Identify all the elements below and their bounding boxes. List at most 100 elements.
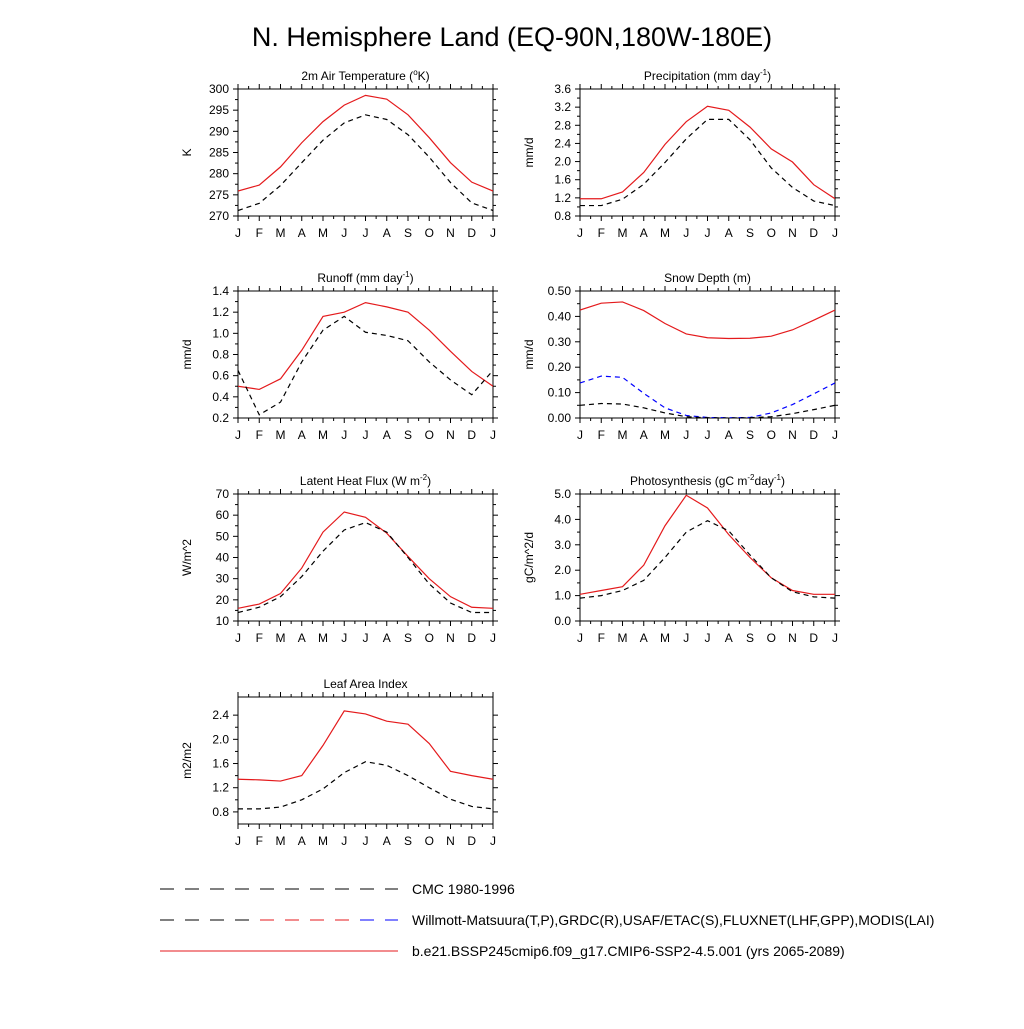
- panel-title-superscript: -1: [774, 473, 782, 482]
- panel-title-text: ): [427, 474, 431, 488]
- y-axis-label: m2/m2: [180, 742, 194, 779]
- y-tick-label: 60: [216, 508, 230, 522]
- panel-title-superscript: -1: [760, 68, 768, 77]
- plot-frame: [237, 493, 494, 622]
- series-line: [238, 114, 493, 212]
- legend-label: Willmott-Matsuura(T,P),GRDC(R),USAF/ETAC…: [412, 912, 934, 928]
- x-tick-label: J: [490, 226, 496, 240]
- y-tick-label: 0.30: [548, 335, 572, 349]
- x-tick-label: S: [746, 226, 754, 240]
- y-tick-label: 0.00: [548, 411, 572, 425]
- y-tick-label: 2.0: [554, 155, 571, 169]
- x-tick-label: M: [318, 631, 328, 645]
- x-tick-label: S: [404, 226, 412, 240]
- y-tick-label: 0.10: [548, 386, 572, 400]
- panel-title-text: Leaf Area Index: [323, 677, 407, 691]
- x-tick-label: F: [256, 428, 263, 442]
- panel-title-text: K): [418, 69, 430, 83]
- panel-title: Latent Heat Flux (W m-2): [300, 473, 431, 488]
- x-tick-label: A: [725, 428, 733, 442]
- x-tick-label: J: [341, 428, 347, 442]
- x-tick-label: A: [640, 631, 648, 645]
- x-tick-label: A: [640, 428, 648, 442]
- x-tick-label: D: [809, 428, 818, 442]
- x-tick-label: N: [788, 631, 797, 645]
- x-tick-label: M: [618, 428, 628, 442]
- x-tick-label: M: [660, 428, 670, 442]
- x-tick-label: A: [298, 428, 306, 442]
- series-line: [580, 375, 835, 418]
- panel-photosynthesis: J F M A M J J A S O N D J0.01.02.03.04.05.0Photosynt…: [522, 473, 840, 645]
- y-tick-label: 285: [209, 146, 229, 160]
- x-tick-label: J: [235, 834, 241, 848]
- y-tick-label: 295: [209, 103, 229, 117]
- x-tick-label: O: [425, 834, 434, 848]
- series-line: [580, 402, 835, 418]
- y-tick-label: 3.6: [554, 82, 571, 96]
- panel-title-superscript: -2: [420, 473, 428, 482]
- panel-title-superscript: o: [413, 68, 418, 77]
- y-tick-label: 1.2: [554, 191, 571, 205]
- x-tick-label: J: [363, 428, 369, 442]
- x-tick-label: J: [341, 631, 347, 645]
- x-tick-label: J: [705, 226, 711, 240]
- x-tick-label: F: [598, 428, 605, 442]
- x-tick-label: O: [767, 428, 776, 442]
- y-tick-label: 20: [216, 593, 230, 607]
- y-tick-label: 1.4: [212, 284, 229, 298]
- x-tick-label: F: [598, 226, 605, 240]
- plot-frame: [237, 696, 494, 825]
- y-tick-label: 2.0: [554, 563, 571, 577]
- y-tick-label: 3.2: [554, 100, 571, 114]
- x-tick-label: F: [256, 834, 263, 848]
- x-tick-label: O: [767, 631, 776, 645]
- y-axis-label: gC/m^2/d: [522, 532, 536, 583]
- x-tick-label: J: [683, 226, 689, 240]
- plot-frame: [579, 493, 836, 622]
- y-tick-label: 2.0: [212, 732, 229, 746]
- plot-frame: [237, 88, 494, 217]
- x-tick-label: J: [490, 834, 496, 848]
- x-tick-label: S: [746, 631, 754, 645]
- series-line: [580, 519, 835, 599]
- x-tick-label: J: [832, 428, 838, 442]
- y-tick-label: 0.20: [548, 360, 572, 374]
- x-tick-label: S: [404, 834, 412, 848]
- x-tick-label: M: [318, 834, 328, 848]
- y-axis-label: mm/d: [522, 138, 536, 168]
- x-tick-label: J: [683, 428, 689, 442]
- series-line: [580, 118, 835, 207]
- y-tick-label: 2.4: [212, 708, 229, 722]
- x-tick-label: J: [341, 834, 347, 848]
- x-tick-label: D: [467, 226, 476, 240]
- series-line: [238, 94, 493, 192]
- panel-title-text: ): [410, 271, 414, 285]
- x-tick-label: N: [446, 834, 455, 848]
- series-line: [238, 710, 493, 782]
- x-tick-label: M: [276, 631, 286, 645]
- panel-title-superscript: -2: [747, 473, 755, 482]
- x-tick-label: J: [577, 631, 583, 645]
- x-tick-label: A: [298, 226, 306, 240]
- x-tick-label: J: [363, 226, 369, 240]
- panel-title-text: 2m Air Temperature (: [301, 69, 413, 83]
- x-tick-label: D: [809, 226, 818, 240]
- x-tick-label: J: [705, 631, 711, 645]
- y-tick-label: 300: [209, 82, 229, 96]
- panel-title: 2m Air Temperature (oK): [301, 68, 429, 83]
- y-tick-label: 5.0: [554, 487, 571, 501]
- panel-title-text: Latent Heat Flux (W m: [300, 474, 420, 488]
- y-tick-label: 70: [216, 487, 230, 501]
- legend: CMC 1980-1996 Willmott-Matsuura(T,P),GRDC…: [160, 881, 934, 959]
- x-tick-label: J: [235, 631, 241, 645]
- legend-item: b.e21.BSSP245cmip6.f09_g17.CMIP6-SSP2-4.…: [160, 943, 845, 959]
- x-tick-label: J: [577, 428, 583, 442]
- panel-title-text: ): [767, 69, 771, 83]
- y-tick-label: 0.6: [212, 369, 229, 383]
- x-tick-label: M: [618, 631, 628, 645]
- y-tick-label: 50: [216, 529, 230, 543]
- x-tick-label: O: [425, 226, 434, 240]
- x-tick-label: A: [725, 226, 733, 240]
